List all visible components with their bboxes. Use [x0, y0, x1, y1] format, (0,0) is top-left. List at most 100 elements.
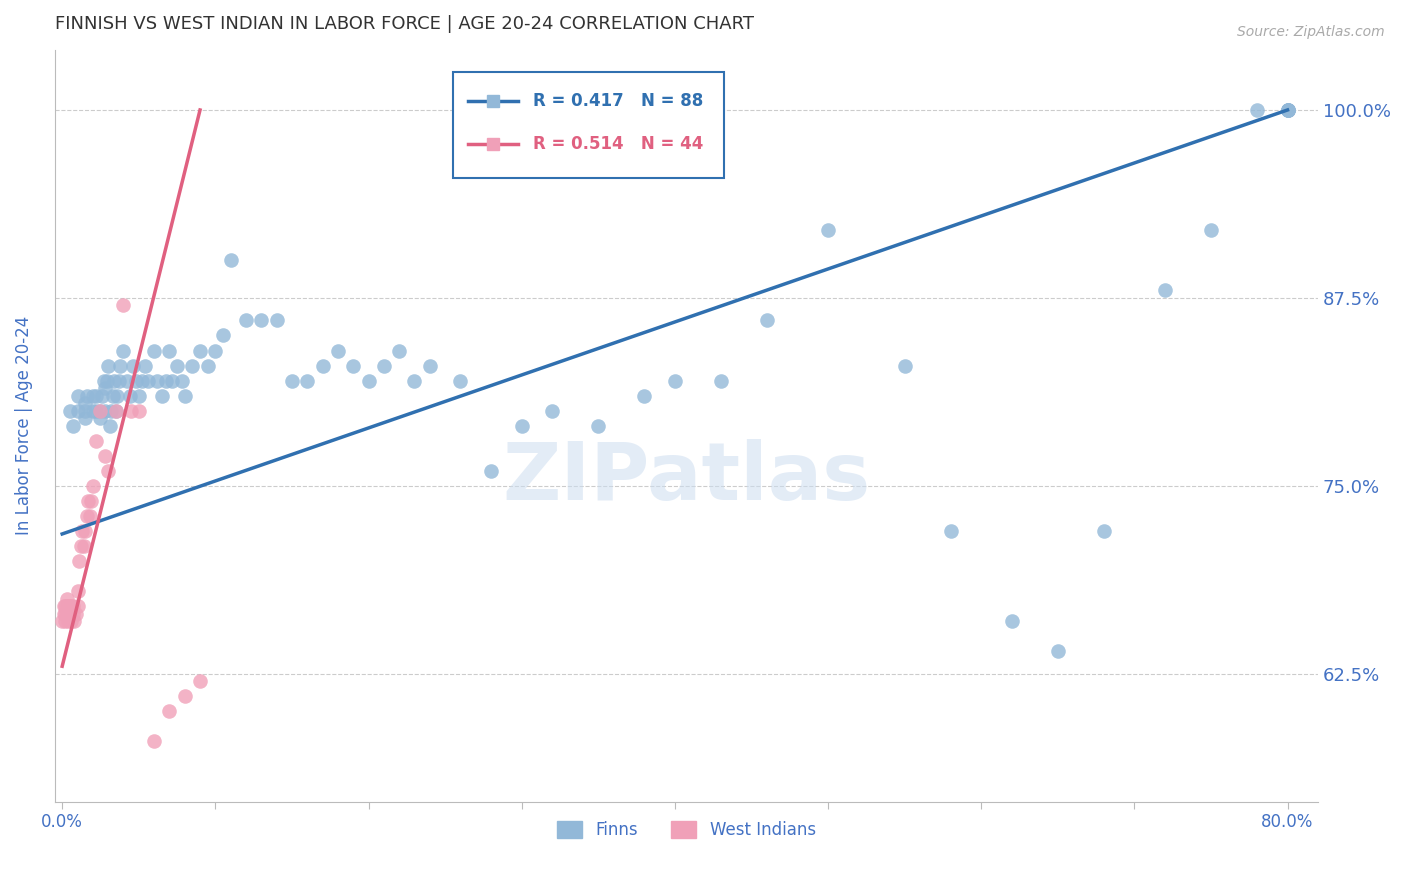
Point	[60, 614, 83, 628]
Point	[219, 253, 242, 268]
Point	[79, 508, 101, 523]
Point	[66, 599, 89, 614]
Point	[125, 374, 148, 388]
Point	[59, 599, 82, 614]
Point	[212, 328, 235, 343]
Point	[62, 607, 84, 621]
Point	[77, 494, 100, 508]
FancyBboxPatch shape	[453, 72, 724, 178]
Point	[89, 411, 111, 425]
Point	[67, 554, 90, 568]
Point	[105, 389, 128, 403]
Point	[150, 389, 173, 403]
Point	[82, 479, 104, 493]
Point	[91, 389, 114, 403]
Point	[69, 539, 91, 553]
Point	[53, 607, 76, 621]
Point	[62, 418, 84, 433]
Point	[143, 343, 166, 358]
Point	[103, 374, 125, 388]
Point	[173, 690, 195, 704]
Point	[197, 359, 219, 373]
Point	[82, 389, 104, 403]
Point	[53, 614, 76, 628]
Point	[112, 343, 135, 358]
Text: ZIPatlas: ZIPatlas	[502, 440, 870, 517]
Point	[51, 614, 73, 628]
Point	[121, 359, 143, 373]
Point	[115, 374, 138, 388]
Point	[76, 389, 98, 403]
Point	[66, 584, 89, 599]
Point	[588, 418, 610, 433]
Point	[1001, 614, 1024, 628]
Point	[70, 524, 93, 538]
Point	[939, 524, 962, 538]
Point	[817, 223, 839, 237]
Point	[80, 494, 103, 508]
Point	[143, 734, 166, 748]
Point	[664, 374, 686, 388]
Point	[157, 343, 180, 358]
Point	[170, 374, 193, 388]
Point	[357, 374, 380, 388]
Point	[373, 359, 395, 373]
Text: FINNISH VS WEST INDIAN IN LABOR FORCE | AGE 20-24 CORRELATION CHART: FINNISH VS WEST INDIAN IN LABOR FORCE | …	[55, 15, 754, 33]
Point	[120, 403, 142, 417]
Point	[1092, 524, 1115, 538]
Point	[1046, 644, 1069, 658]
Point	[1154, 284, 1177, 298]
Point	[104, 403, 127, 417]
Point	[89, 403, 111, 417]
Point	[710, 374, 733, 388]
Point	[101, 389, 124, 403]
Point	[128, 389, 150, 403]
Point	[1277, 103, 1299, 117]
Point	[58, 607, 80, 621]
Point	[388, 343, 411, 358]
Text: Source: ZipAtlas.com: Source: ZipAtlas.com	[1237, 25, 1385, 39]
Point	[188, 343, 211, 358]
Point	[94, 449, 117, 463]
Point	[162, 374, 184, 388]
Point	[55, 599, 77, 614]
Point	[128, 403, 150, 417]
Point	[75, 396, 97, 410]
Point	[181, 359, 204, 373]
Point	[59, 403, 82, 417]
Point	[97, 464, 120, 478]
Point	[136, 374, 159, 388]
Point	[55, 591, 77, 606]
Point	[404, 374, 426, 388]
Point	[76, 508, 98, 523]
Point	[1246, 103, 1268, 117]
Point	[131, 374, 153, 388]
Point	[65, 607, 87, 621]
Point	[166, 359, 188, 373]
Y-axis label: In Labor Force | Age 20-24: In Labor Force | Age 20-24	[15, 316, 32, 535]
Point	[60, 599, 83, 614]
Legend: Finns, West Indians: Finns, West Indians	[550, 814, 823, 846]
Point	[75, 524, 97, 538]
Point	[449, 374, 471, 388]
Point	[84, 389, 107, 403]
Point	[66, 403, 89, 417]
Point	[100, 403, 122, 417]
Point	[173, 389, 195, 403]
Point	[97, 359, 120, 373]
Point	[1199, 223, 1222, 237]
Point	[118, 389, 141, 403]
Point	[893, 359, 915, 373]
Point	[75, 411, 97, 425]
Point	[188, 674, 211, 689]
Point	[146, 374, 169, 388]
Point	[52, 599, 75, 614]
Point	[204, 343, 226, 358]
Point	[59, 607, 82, 621]
Point	[63, 614, 86, 628]
Text: R = 0.514   N = 44: R = 0.514 N = 44	[533, 135, 704, 153]
Point	[1277, 103, 1299, 117]
Point	[84, 434, 107, 448]
Point	[96, 374, 118, 388]
Point	[755, 313, 778, 327]
